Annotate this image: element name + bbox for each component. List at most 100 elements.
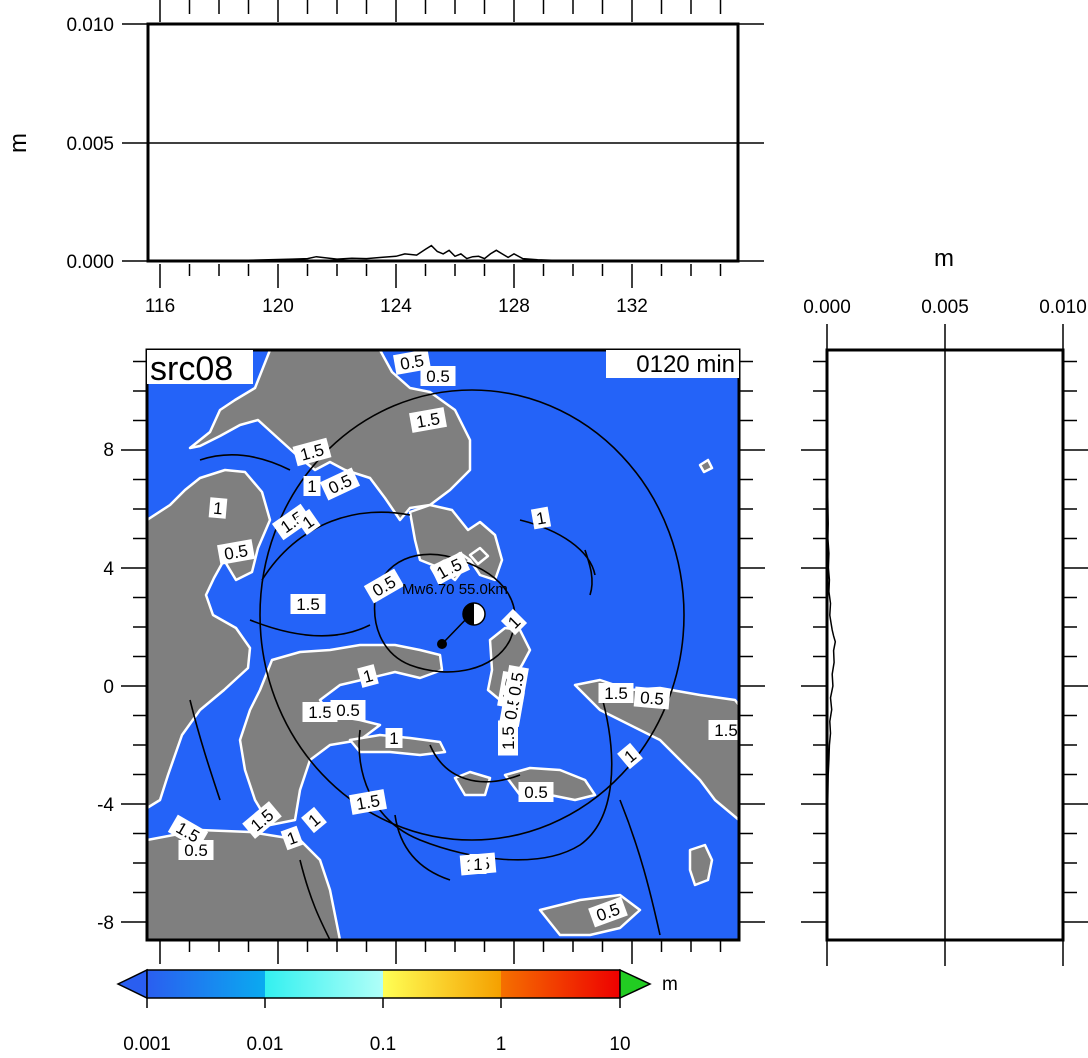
- contour-label: 1.5: [498, 720, 518, 756]
- side-panel-frame: [825, 348, 1065, 942]
- contour-label-text: 1.5: [308, 703, 332, 722]
- top-panel-xtick-label: 116: [145, 296, 175, 317]
- contour-label-box: [500, 608, 528, 636]
- contour-label-text: 0.5: [524, 783, 548, 802]
- contour-label-box: [290, 594, 326, 614]
- map-ytick-label: -8: [97, 913, 114, 934]
- contour-label-box: [295, 508, 321, 536]
- contour-label-box: [349, 789, 387, 815]
- contour-label-box: [498, 720, 518, 756]
- colorbar-tick-label: 0.1: [370, 1034, 396, 1055]
- contour-label: 1: [385, 728, 403, 748]
- contour-line-0-5: [619, 799, 661, 936]
- contour-label: 0.5: [633, 686, 671, 710]
- contour-label-text: 1: [473, 855, 482, 874]
- contour-line-0-5: [373, 553, 516, 673]
- contour-label-text: 1.5: [296, 595, 320, 614]
- top-panel-xtick-label: 128: [498, 296, 530, 317]
- colorbar-tick-label: 1: [496, 1034, 507, 1055]
- colorbar-segment: [265, 970, 383, 998]
- map-ytick-label: 0: [103, 677, 114, 698]
- contour-label-text: 1: [212, 499, 223, 519]
- beachball-compression-quadrant: [463, 603, 474, 625]
- colorbar: 0.001 0.01 0.1 1 10 m: [116, 968, 678, 1055]
- contour-line-1-5: [199, 454, 291, 471]
- contour-label-box: [303, 476, 321, 496]
- top-panel-xticks-bottom: [159, 264, 722, 288]
- top-panel-unit-label: m: [5, 133, 32, 153]
- contour-label-box: [302, 702, 338, 722]
- contour-label-box: [385, 728, 403, 748]
- contour-line-1: [189, 699, 221, 801]
- contour-label-text: 0.5: [639, 688, 664, 709]
- contour-label-text: 1.5: [499, 726, 518, 750]
- contour-label-box: [469, 854, 487, 874]
- map-ytick-label: -4: [97, 795, 114, 816]
- top-panel-ytick-label: 0.010: [66, 15, 114, 36]
- contour-label: 1.5: [409, 407, 447, 433]
- contour-line-1-5: [249, 619, 371, 637]
- contour-label-text: 0.5: [505, 671, 528, 698]
- contour-label-box: [503, 665, 529, 703]
- map-axes: [121, 360, 765, 964]
- contour-label-text: 1: [535, 508, 548, 528]
- contour-label-text: 1.5: [355, 791, 382, 814]
- contour-label-box: [518, 782, 554, 802]
- contour-label-box: [588, 896, 628, 928]
- colorbar-over-arrow: [619, 968, 652, 1000]
- top-panel-ytick-label: 0.000: [66, 252, 114, 273]
- top-panel-xtick-label: 132: [616, 296, 648, 317]
- contour-label: 0.5: [503, 665, 529, 703]
- side-panel-yticks: [801, 360, 1088, 923]
- contour-line-0-5: [584, 549, 593, 596]
- source-label-box: [147, 350, 253, 384]
- contour-label-box: [271, 503, 313, 541]
- contour-label-text: 1: [389, 729, 398, 748]
- epicenter-label: Mw6.70 55.0km: [402, 581, 508, 598]
- colorbar-unit-label: m: [662, 974, 678, 995]
- contour-label-box: [217, 539, 255, 565]
- colorbar-segment: [383, 970, 501, 998]
- contour-line-1: [299, 859, 331, 940]
- contour-label-text: 0.5: [184, 841, 208, 860]
- contour-label: 1: [530, 506, 552, 530]
- top-profile-panel: 0.010 0.005 0.000 m 116 120 124 128 132: [5, 0, 764, 317]
- colorbar-segment: [501, 970, 620, 998]
- contour-label: 1.5: [290, 594, 326, 614]
- contour-label-box: [363, 568, 405, 604]
- tsunami-map: 8 4 0 -4 -8 0.50.51.51.51 0.510.51.51 11.5…: [97, 348, 765, 964]
- time-label: 0120 min: [636, 351, 735, 378]
- contour-label: 0.5: [330, 700, 366, 720]
- contour-label-box: [280, 825, 304, 851]
- contour-line-1: [519, 519, 596, 576]
- contour-label-box: [598, 683, 634, 703]
- side-profile-line: [826, 350, 837, 937]
- side-panel-unit-label: m: [934, 245, 954, 272]
- contour-label: 1: [208, 497, 228, 519]
- contour-label-box: [409, 407, 447, 433]
- contour-label-text: 1.5: [714, 721, 738, 740]
- contour-label: 1: [357, 664, 379, 688]
- top-panel-ytick-label: 0.005: [66, 134, 114, 155]
- contour-label-box: [420, 366, 456, 386]
- contour-label-text: 1: [307, 477, 316, 496]
- contour-line-1: [429, 744, 521, 783]
- contour-label: 1: [295, 508, 321, 536]
- contour-label-box: [319, 467, 361, 501]
- time-label-box: [606, 350, 739, 378]
- colorbar-tick-label: 0.001: [123, 1034, 171, 1055]
- contour-label: 0.5: [217, 539, 255, 565]
- land-masses: [147, 350, 739, 940]
- land-small-island: [698, 458, 714, 474]
- top-panel-xtick-label: 124: [380, 296, 412, 317]
- contour-label: 1: [280, 825, 304, 851]
- contour-label-box: [330, 700, 366, 720]
- contour-label-box: [429, 559, 455, 585]
- contour-label: 0.5: [178, 840, 214, 860]
- colorbar-tick-label: 0.01: [247, 1034, 284, 1055]
- contour-label-box: [301, 806, 327, 834]
- contour-label-box: [633, 686, 671, 710]
- land-small-island: [688, 843, 714, 887]
